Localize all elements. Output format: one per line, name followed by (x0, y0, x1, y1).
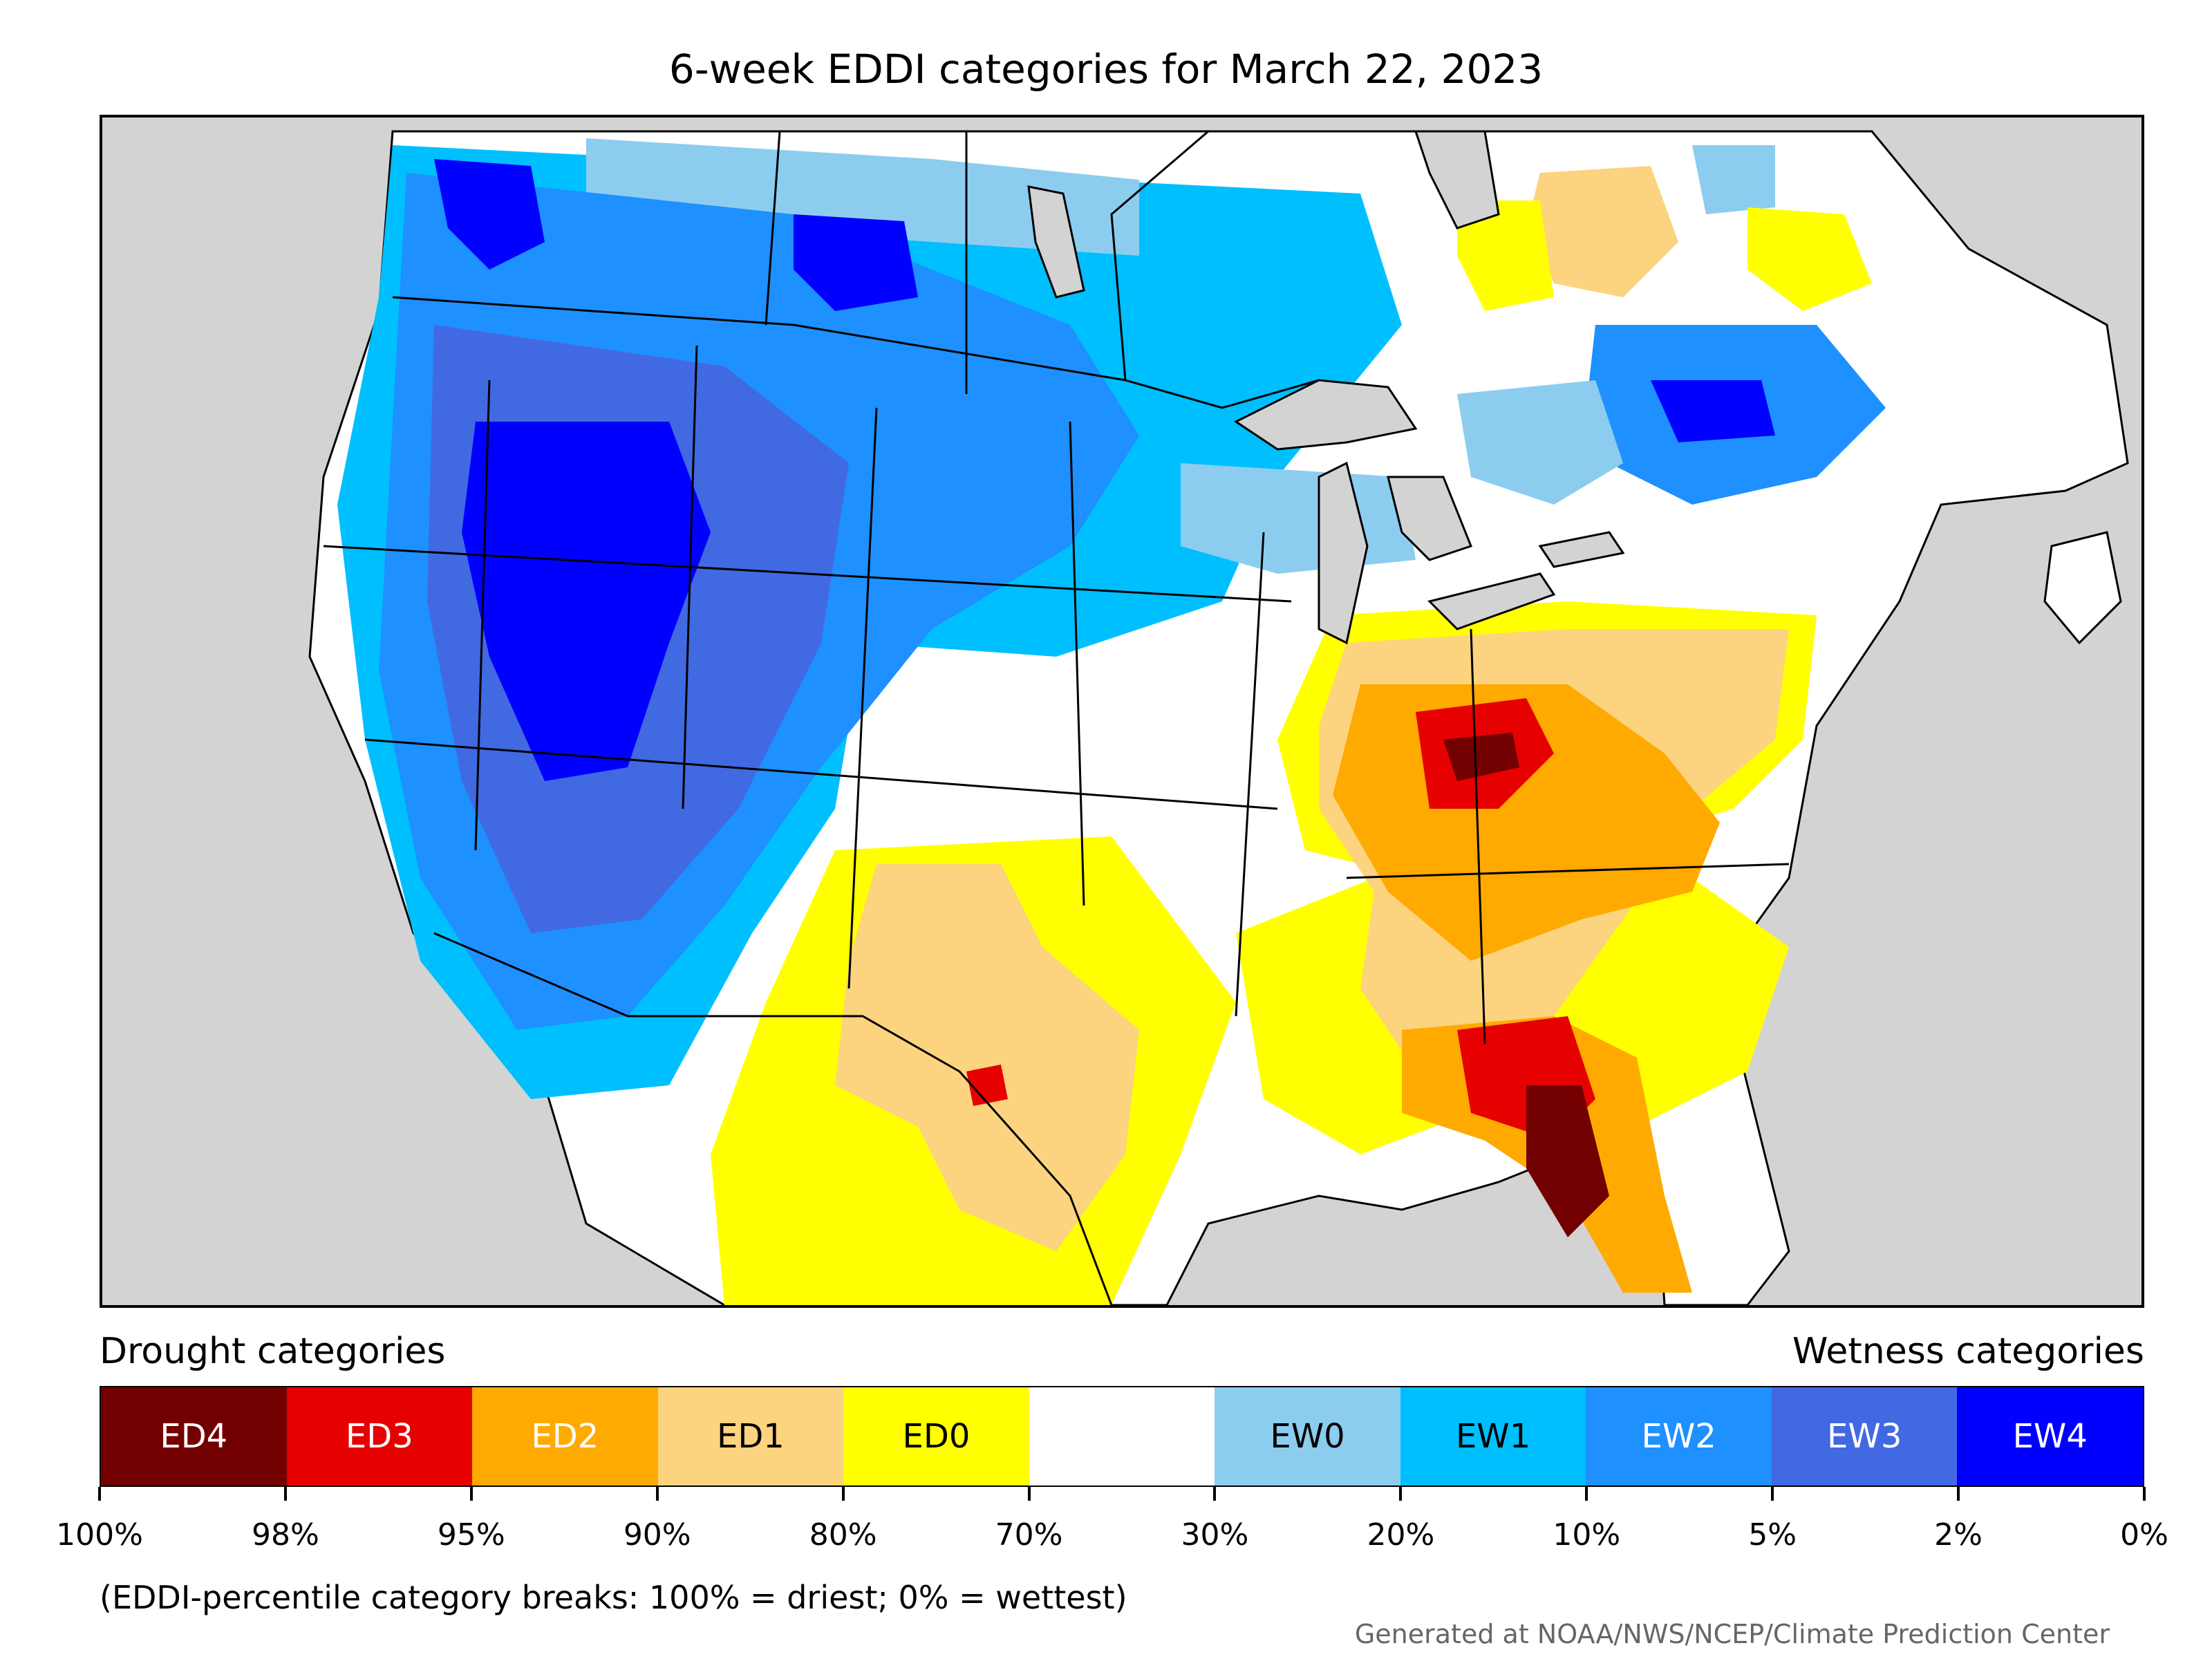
legend-ed2: ED2 (472, 1387, 658, 1485)
drought-categories-heading: Drought categories (100, 1331, 446, 1372)
legend-tick-label: 70% (995, 1517, 1063, 1553)
legend-ed4: ED4 (101, 1387, 287, 1485)
ed1-region-canada (1526, 166, 1678, 297)
state-line-6 (323, 545, 1292, 603)
ew0-region-ne (1457, 380, 1623, 505)
ew4-region (462, 422, 711, 781)
legend-tick (1399, 1487, 1403, 1501)
legend-ew0: EW0 (1215, 1387, 1400, 1485)
legend-tick-label: 80% (809, 1517, 877, 1553)
legend-ew2: EW2 (1586, 1387, 1772, 1485)
legend-ed1: ED1 (657, 1387, 844, 1485)
canada-province-3 (1110, 130, 1209, 381)
ed4-region-florida (1526, 1085, 1609, 1237)
ed0-region-quebec (1747, 207, 1872, 311)
legend-tick (1957, 1487, 1960, 1501)
state-line-9 (1470, 628, 1486, 1044)
map-title: 6-week EDDI categories for March 22, 202… (668, 46, 1544, 93)
wetness-categories-heading: Wetness categories (1792, 1331, 2144, 1372)
legend-tick (841, 1487, 845, 1501)
category-legend-bar: ED4 ED3 ED2 ED1 ED0 EW0 EW1 EW2 EW3 EW4 (100, 1386, 2144, 1487)
eddi-map (100, 115, 2144, 1308)
legend-tick (283, 1487, 287, 1501)
legend-tick-label: 2% (1934, 1517, 1983, 1553)
map-canvas (308, 130, 2129, 1305)
lake-huron (1387, 476, 1472, 561)
state-line-3 (847, 407, 878, 989)
us-mexico-border (433, 932, 1113, 1305)
state-line-2 (682, 345, 698, 809)
category-breaks-note: (EDDI-percentile category breaks: 100% =… (100, 1579, 1127, 1616)
lakes (1027, 130, 1625, 645)
legend-ew4: EW4 (1957, 1387, 2144, 1485)
lake-michigan (1318, 461, 1369, 645)
legend-tick (655, 1487, 659, 1501)
legend-tick-label: 95% (437, 1517, 505, 1553)
state-line-1 (474, 379, 491, 851)
state-line-4 (1069, 421, 1085, 906)
legend-tick (1585, 1487, 1588, 1501)
legend-ew1: EW1 (1400, 1387, 1586, 1485)
legend-tick-label: 90% (623, 1517, 691, 1553)
canada-province-1 (765, 131, 781, 326)
ed0-region-canada (1457, 200, 1554, 311)
ew0-region-quebec (1692, 145, 1775, 214)
ed1-region-texas (835, 864, 1139, 1251)
legend-tick (2143, 1487, 2146, 1501)
ew4-patch-north (434, 159, 545, 270)
ew4-patch-ne (1651, 380, 1775, 442)
legend-tick-label: 100% (56, 1517, 143, 1553)
legend-tick-label: 10% (1553, 1517, 1621, 1553)
legend-tick-label: 20% (1367, 1517, 1435, 1553)
legend-tick (1027, 1487, 1031, 1501)
legend-tick (1213, 1487, 1217, 1501)
legend-tick (98, 1487, 101, 1501)
credit-text: Generated at NOAA/NWS/NCEP/Climate Predi… (1354, 1619, 2110, 1649)
ed3-patch-texas (966, 1065, 1008, 1106)
state-line-8 (1346, 863, 1790, 879)
legend-normal (1029, 1387, 1215, 1485)
legend-tick-label: 30% (1181, 1517, 1249, 1553)
lake-erie (1427, 572, 1556, 630)
legend-tick (1771, 1487, 1774, 1501)
ew4-patch-mt (794, 214, 918, 311)
lake-winnipeg (1027, 185, 1085, 299)
legend-ew3: EW3 (1771, 1387, 1958, 1485)
lake-ontario (1538, 531, 1625, 568)
james-bay (1414, 130, 1500, 229)
legend-ed3: ED3 (286, 1387, 473, 1485)
boundaries (323, 130, 1790, 1305)
legend-ed0: ED0 (843, 1387, 1029, 1485)
legend-tick-label: 98% (252, 1517, 319, 1553)
ed4-region-ohio (1443, 733, 1519, 781)
state-line-5 (1235, 532, 1265, 1017)
legend-tick (469, 1487, 473, 1501)
drought-regions (711, 166, 1872, 1305)
state-line-7 (364, 738, 1278, 810)
legend-tick-label: 5% (1748, 1517, 1797, 1553)
legend-tick-label: 0% (2120, 1517, 2168, 1553)
